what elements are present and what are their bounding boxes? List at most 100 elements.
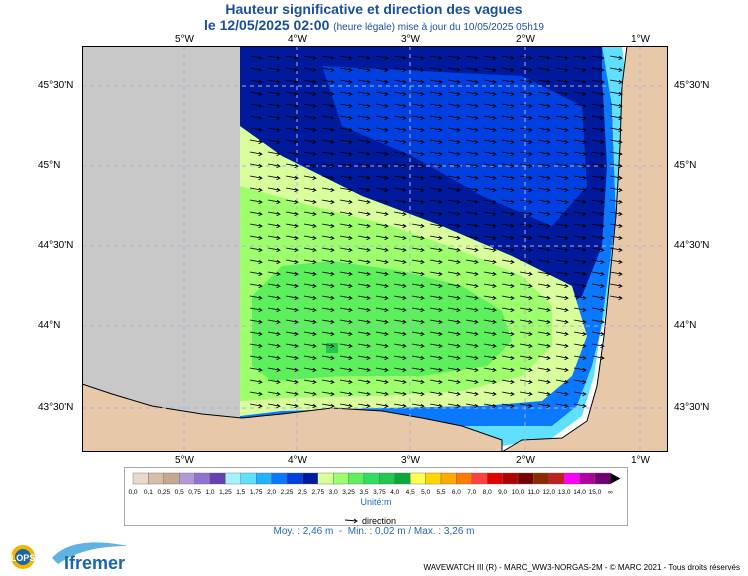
direction-arrow <box>447 271 461 277</box>
direction-arrow <box>447 319 461 325</box>
direction-arrow <box>285 391 299 397</box>
direction-arrow <box>375 247 389 253</box>
lon-tick-top: 1°W <box>631 34 650 45</box>
direction-arrow <box>537 115 551 121</box>
direction-arrow <box>573 247 587 253</box>
legend-value: 0,25 <box>157 489 170 496</box>
direction-arrow <box>285 247 299 253</box>
direction-arrow <box>393 307 407 313</box>
direction-arrow <box>411 247 425 253</box>
legend-direction-label: direction <box>362 516 396 526</box>
direction-arrow <box>249 103 263 109</box>
direction-arrow <box>573 343 587 349</box>
direction-arrow <box>357 103 371 109</box>
direction-arrow <box>411 391 425 397</box>
direction-arrow <box>447 307 461 313</box>
direction-arrow <box>321 295 335 301</box>
direction-arrow <box>573 127 587 133</box>
credit-line: WAVEWATCH III (R) - MARC_WW3-NORGAS-2M -… <box>423 563 740 572</box>
direction-arrow <box>339 343 353 349</box>
direction-arrow <box>519 67 533 73</box>
direction-arrow <box>429 211 443 217</box>
direction-arrow <box>591 271 605 277</box>
direction-arrow <box>357 247 371 253</box>
direction-arrow <box>357 175 371 181</box>
direction-arrow <box>501 199 515 205</box>
direction-arrow <box>591 151 605 157</box>
direction-arrow <box>447 79 461 85</box>
legend-swatch <box>194 472 211 485</box>
direction-arrow <box>429 367 443 373</box>
direction-arrow <box>429 307 443 313</box>
direction-arrow <box>393 367 407 373</box>
direction-arrow <box>537 295 551 301</box>
direction-arrow <box>573 91 587 97</box>
direction-arrow <box>249 271 263 277</box>
direction-arrow <box>393 355 407 361</box>
direction-arrow <box>375 283 389 289</box>
ifremer-wordmark: Ifremer <box>64 553 126 573</box>
direction-arrow <box>591 283 605 289</box>
direction-arrow <box>411 127 425 133</box>
direction-arrow <box>429 139 443 145</box>
direction-arrow <box>411 55 425 61</box>
direction-arrow <box>537 319 551 325</box>
direction-arrow <box>375 367 389 373</box>
direction-arrow <box>339 403 353 409</box>
direction-arrow <box>447 367 461 373</box>
direction-arrow <box>501 211 515 217</box>
stat-mean: Moy. : 2,46 m <box>273 526 334 537</box>
direction-arrow <box>321 187 335 193</box>
direction-arrow <box>303 403 317 409</box>
direction-arrow <box>249 55 263 61</box>
direction-arrow <box>555 259 569 265</box>
direction-arrow <box>375 151 389 157</box>
direction-arrow <box>375 343 389 349</box>
legend-value: 4,0 <box>390 489 399 496</box>
direction-arrow <box>303 187 317 193</box>
legend: 0,0 0,1 0,25 0,5 0,75 1,0 1,25 1,5 1,75 2,0 2,25 2,… <box>124 467 628 526</box>
direction-arrow <box>447 235 461 241</box>
direction-arrow <box>573 379 587 385</box>
direction-arrow <box>555 307 569 313</box>
direction-arrow <box>591 115 605 121</box>
direction-arrow <box>447 247 461 253</box>
direction-arrow <box>591 187 605 193</box>
direction-arrow <box>519 259 533 265</box>
legend-swatch <box>317 472 334 485</box>
direction-arrow <box>375 307 389 313</box>
direction-arrow <box>321 343 335 349</box>
direction-arrow <box>357 163 371 169</box>
direction-arrow <box>573 295 587 301</box>
direction-arrow <box>321 223 335 229</box>
legend-swatch <box>209 472 226 485</box>
direction-arrow <box>303 295 317 301</box>
direction-arrow <box>447 151 461 157</box>
direction-arrow <box>267 391 281 397</box>
direction-arrow <box>447 403 461 409</box>
direction-arrow <box>321 379 335 385</box>
direction-arrow <box>285 295 299 301</box>
legend-swatch <box>487 472 503 485</box>
direction-arrow <box>465 295 479 301</box>
direction-arrow <box>393 403 407 409</box>
direction-arrow <box>501 367 515 373</box>
direction-arrow <box>357 391 371 397</box>
lon-tick-bottom: 3°W <box>401 455 420 466</box>
direction-arrow <box>465 79 479 85</box>
direction-arrow <box>375 91 389 97</box>
direction-arrow <box>267 247 281 253</box>
legend-value: 1,25 <box>219 489 232 496</box>
direction-arrow <box>519 163 533 169</box>
direction-arrow <box>555 271 569 277</box>
direction-arrow <box>573 175 587 181</box>
direction-arrow <box>465 259 479 265</box>
direction-arrow <box>339 235 353 241</box>
direction-arrow <box>357 223 371 229</box>
legend-overflow-arrow <box>610 473 621 484</box>
direction-arrow <box>537 391 551 397</box>
direction-arrow <box>519 283 533 289</box>
direction-arrow <box>429 199 443 205</box>
direction-arrow <box>285 235 299 241</box>
direction-arrow <box>321 367 335 373</box>
